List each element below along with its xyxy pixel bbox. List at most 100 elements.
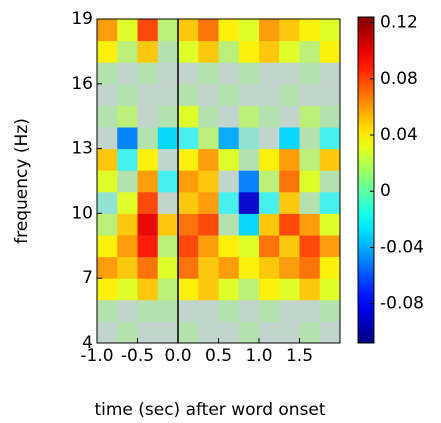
heatmap-cell (117, 235, 138, 258)
heatmap-cell (259, 127, 280, 150)
heatmap-cell (97, 278, 118, 301)
heatmap-cell (178, 278, 199, 301)
heatmap-cell (299, 191, 321, 214)
heatmap-cell (117, 256, 138, 279)
heatmap-cell (259, 19, 280, 42)
heatmap-cell (117, 105, 138, 128)
heatmap-cell (299, 62, 321, 85)
heatmap-cell (137, 127, 159, 150)
y-tick-label: 7 (82, 268, 93, 288)
heatmap-cell (259, 191, 280, 214)
heatmap-cell (238, 40, 260, 63)
heatmap-cell (178, 191, 199, 214)
heatmap-cell (218, 235, 240, 258)
heatmap-cell (259, 213, 280, 236)
heatmap-cell (319, 278, 341, 301)
y-tick-label: 13 (71, 139, 93, 159)
heatmap-cell (117, 299, 138, 322)
heatmap-cell (97, 235, 118, 258)
heatmap-cell (97, 105, 118, 128)
heatmap-cell (299, 213, 321, 236)
heatmap-cell (117, 321, 138, 344)
heatmap-cell (198, 235, 219, 258)
heatmap-cell (238, 62, 260, 85)
heatmap-cell (117, 83, 138, 106)
heatmap-cell (319, 83, 341, 106)
heatmap-cell (117, 19, 138, 42)
heatmap-cell (157, 105, 179, 128)
heatmap-cell (137, 170, 159, 193)
heatmap-cell (238, 299, 260, 322)
heatmap-cell (259, 83, 280, 106)
y-axis-label: frequency (Hz) (12, 118, 32, 244)
heatmap-cell (259, 105, 280, 128)
heatmap-cell (259, 256, 280, 279)
heatmap-cell (279, 62, 300, 85)
y-tick-label: 10 (71, 203, 93, 223)
heatmap-cell (299, 170, 321, 193)
heatmap-cell (319, 191, 341, 214)
heatmap-cell (97, 127, 118, 150)
heatmap-cell (117, 213, 138, 236)
heatmap-cell (279, 170, 300, 193)
heatmap-cell (198, 83, 219, 106)
x-tick-label: 1.5 (286, 346, 313, 366)
heatmap-cell (198, 127, 219, 150)
heatmap-cell (178, 62, 199, 85)
heatmap-cell (279, 127, 300, 150)
heatmap-cell (218, 170, 240, 193)
heatmap-cell (117, 127, 138, 150)
heatmap-cell (97, 191, 118, 214)
heatmap-cell (97, 321, 118, 344)
heatmap-cell (299, 40, 321, 63)
heatmap-cell (157, 19, 179, 42)
heatmap-cell (319, 213, 341, 236)
heatmap-cell (238, 235, 260, 258)
heatmap-cell (259, 148, 280, 171)
heatmap-cell (157, 148, 179, 171)
colorbar-tick-label: -0.08 (380, 294, 424, 314)
heatmap-cell (198, 278, 219, 301)
heatmap-cell (198, 256, 219, 279)
heatmap-cell (157, 40, 179, 63)
heatmap-cell (117, 40, 138, 63)
heatmap-cell (157, 83, 179, 106)
heatmap-cell (117, 191, 138, 214)
heatmap-cell (178, 40, 199, 63)
heatmap-cell (117, 278, 138, 301)
heatmap-cell (218, 148, 240, 171)
heatmap-cell (259, 299, 280, 322)
heatmap-cell (319, 299, 341, 322)
heatmap-cell (238, 19, 260, 42)
x-tick-label: -1.0 (80, 346, 113, 366)
heatmap-cell (319, 235, 341, 258)
heatmap-cell (178, 235, 199, 258)
colorbar-tick-label: 0.08 (380, 69, 418, 89)
heatmap-cell (299, 256, 321, 279)
colorbar-tick-label: 0.12 (380, 13, 418, 33)
heatmap-cell (198, 62, 219, 85)
heatmap-cell (97, 256, 118, 279)
heatmap-cell (137, 105, 159, 128)
heatmap-cell (157, 256, 179, 279)
x-tick-label: -0.5 (121, 346, 154, 366)
heatmap-cell (218, 321, 240, 344)
heatmap-cell (178, 170, 199, 193)
heatmap-cell (299, 321, 321, 344)
heatmap-cell (198, 40, 219, 63)
heatmap-cell (319, 40, 341, 63)
heatmap-cell (97, 299, 118, 322)
heatmap-cell (218, 278, 240, 301)
heatmap-cell (157, 213, 179, 236)
heatmap-cell (178, 213, 199, 236)
heatmap-cell (137, 321, 159, 344)
heatmap-cell (157, 127, 179, 150)
heatmap-cell (137, 256, 159, 279)
heatmap-cell (319, 170, 341, 193)
heatmap-cell (137, 19, 159, 42)
heatmap-cell (137, 83, 159, 106)
heatmap-cell (218, 83, 240, 106)
heatmap-cell (299, 148, 321, 171)
heatmap-cell (218, 19, 240, 42)
